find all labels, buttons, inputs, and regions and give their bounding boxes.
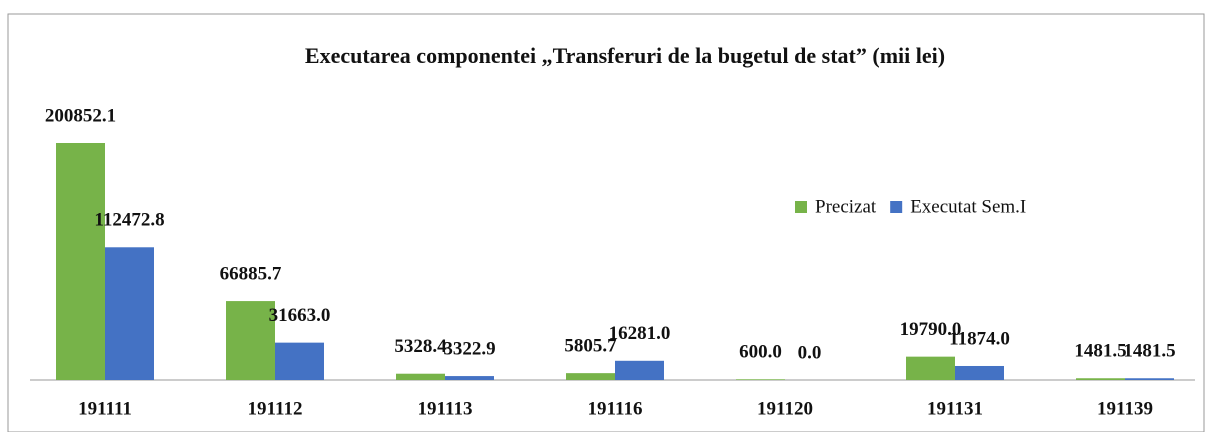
x-tick-label: 191112 [248, 398, 303, 419]
bar [615, 360, 664, 380]
x-tick-label: 191120 [757, 398, 813, 419]
data-label: 19790.0 [900, 319, 962, 340]
data-label: 5805.7 [564, 336, 617, 357]
bar [445, 376, 494, 380]
bar [226, 301, 275, 380]
data-label: 600.0 [739, 342, 782, 363]
bar [396, 373, 445, 380]
data-label: 0.0 [798, 342, 822, 363]
data-label: 31663.0 [269, 305, 331, 326]
chart-title: Executarea componentei „Transferuri de l… [305, 43, 945, 68]
bar [566, 373, 615, 380]
data-label: 11874.0 [949, 328, 1010, 349]
bar [906, 356, 955, 380]
data-label: 3322.9 [443, 338, 495, 359]
x-tick-label: 191113 [418, 398, 473, 419]
bar [1076, 378, 1125, 380]
bar [736, 379, 785, 380]
legend-label: Executat Sem.I [910, 196, 1026, 217]
data-label: 112472.8 [94, 210, 164, 231]
data-label: 5328.4 [394, 336, 447, 357]
legend-swatch [795, 201, 807, 213]
legend-label: Precizat [815, 196, 877, 217]
x-tick-label: 191139 [1097, 398, 1153, 419]
data-label: 66885.7 [220, 263, 282, 284]
x-tick-label: 191111 [78, 398, 132, 419]
x-tick-label: 191116 [588, 398, 643, 419]
bar [105, 247, 154, 380]
bar [275, 342, 324, 380]
data-label: 16281.0 [609, 323, 671, 344]
bar [1125, 378, 1174, 380]
bar [955, 365, 1004, 380]
x-tick-label: 191131 [927, 398, 983, 419]
chart-frame [7, 13, 1205, 432]
data-label: 200852.1 [45, 105, 116, 126]
data-label: 1481.5 [1123, 341, 1175, 362]
legend-swatch [890, 201, 903, 213]
bar [56, 143, 105, 380]
data-label: 1481.5 [1074, 341, 1126, 362]
